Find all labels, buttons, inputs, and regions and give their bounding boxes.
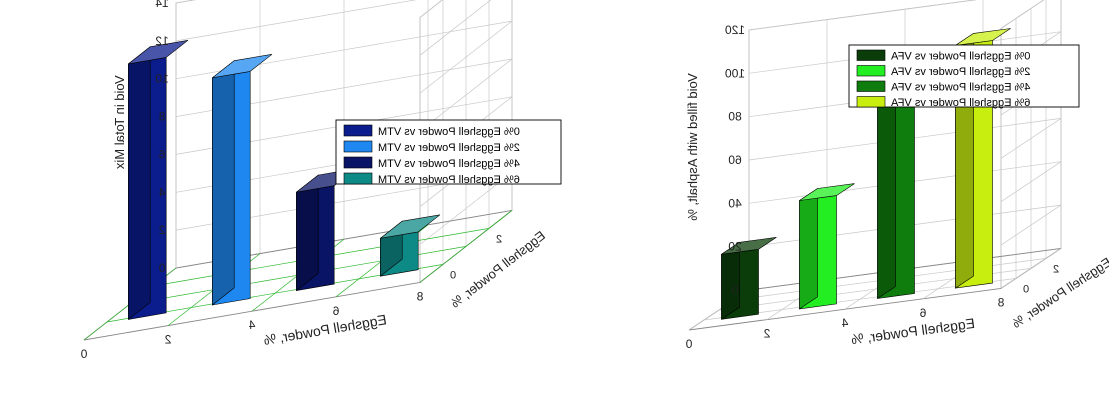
- legend-box: [335, 119, 562, 185]
- bar-side-face: [212, 60, 235, 306]
- depth-tick-label: 2: [1053, 263, 1059, 275]
- legend-swatch: [856, 80, 886, 92]
- x-tick-label: 4: [841, 316, 848, 330]
- x-tick-label: 8: [997, 295, 1004, 309]
- legend-swatch: [343, 124, 373, 137]
- bar-2pct: [212, 54, 273, 306]
- legend-entry-label: 0% Eggshell Powder vs VTM: [378, 126, 520, 138]
- y-tick-label: 40: [728, 196, 742, 210]
- legend: 0% Eggshell Powder vs VFA 2% Eggshell Pow…: [848, 44, 1080, 109]
- legend-swatch: [343, 156, 373, 169]
- x-tick-label: 0: [685, 337, 692, 351]
- bar-side-face: [877, 90, 896, 300]
- bar-0pct: [721, 237, 777, 320]
- legend-box: [848, 44, 1080, 108]
- y-tick-label: 20: [728, 240, 742, 254]
- bar-4pct: [296, 168, 357, 292]
- legend-entry-label: 4% Eggshell Powder vs VTM: [378, 158, 520, 170]
- legend-entry-label: 6% Eggshell Powder vs VFA: [890, 97, 1030, 109]
- bar-6pct: [380, 214, 441, 277]
- depth-tick-label: 0: [450, 269, 456, 281]
- x-tick-label: 2: [164, 333, 171, 347]
- legend-swatch: [856, 96, 886, 108]
- y-tick-label: 14: [155, 0, 169, 10]
- y-tick-label: 0: [731, 283, 738, 297]
- y-grid-line: [748, 0, 1045, 31]
- legend-entry-label: 2% Eggshell Powder vs VFA: [890, 66, 1030, 78]
- x-tick-label: 0: [80, 347, 87, 361]
- bar-top-face: [212, 54, 273, 79]
- bar-2pct: [799, 183, 855, 310]
- bar-top-face: [380, 214, 441, 239]
- y-tick-label: 0: [158, 261, 165, 275]
- depth-tick-label: 0: [1023, 283, 1029, 295]
- y-tick-label: 12: [155, 34, 169, 48]
- x-tick-label: 6: [332, 304, 339, 318]
- legend-entry-label: 0% Eggshell Powder vs VFA: [890, 51, 1030, 63]
- x-tick-label: 4: [248, 318, 255, 332]
- y-tick-label: 10: [155, 72, 169, 86]
- y-tick-label: 80: [728, 110, 742, 124]
- bar-side-face: [128, 46, 151, 321]
- legend-entry-label: 6% Eggshell Powder vs VTM: [378, 174, 520, 186]
- x-axis-label: Eggshell Powder, %: [850, 315, 976, 347]
- legend-swatch: [856, 49, 886, 61]
- y-tick-label: 120: [725, 23, 745, 37]
- bar-side-face: [799, 187, 818, 310]
- y-tick-label: 2: [158, 223, 165, 237]
- legend-swatch: [343, 140, 373, 153]
- bar-top-face: [721, 237, 777, 255]
- legend-entry-label: 2% Eggshell Powder vs VTM: [378, 142, 520, 154]
- x-tick-label: 2: [763, 327, 770, 341]
- y-axis-label: Void filled with Asphalt, %: [685, 73, 700, 221]
- bar-side-face: [296, 174, 319, 292]
- bar-0pct: [128, 40, 189, 321]
- legend-entry-label: 4% Eggshell Powder vs VFA: [890, 82, 1030, 94]
- legend: 0% Eggshell Powder vs VTM 2% Eggshell Pow…: [335, 119, 562, 186]
- y-axis-label: Void in Total Mix: [112, 75, 127, 169]
- y-tick-label: 4: [158, 185, 165, 199]
- x-axis-label: Eggshell Powder, %: [262, 311, 387, 348]
- depth-tick-label: 2: [496, 233, 502, 245]
- bar-top-face: [128, 40, 189, 65]
- bar-top-face: [799, 183, 855, 201]
- x-tick-label: 6: [919, 306, 926, 320]
- y-tick-label: 6: [158, 147, 165, 161]
- x-tick-label: 8: [416, 289, 423, 303]
- legend-swatch: [856, 65, 886, 77]
- y-tick-label: 8: [158, 110, 165, 124]
- legend-swatch: [343, 172, 373, 185]
- y-grid-line: [175, 0, 492, 56]
- bar-top-face: [955, 28, 1011, 46]
- y-tick-label: 60: [728, 153, 742, 167]
- y-tick-label: 100: [725, 66, 745, 80]
